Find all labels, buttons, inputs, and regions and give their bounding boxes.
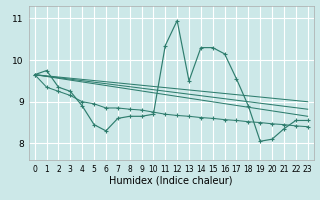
X-axis label: Humidex (Indice chaleur): Humidex (Indice chaleur) (109, 175, 233, 185)
